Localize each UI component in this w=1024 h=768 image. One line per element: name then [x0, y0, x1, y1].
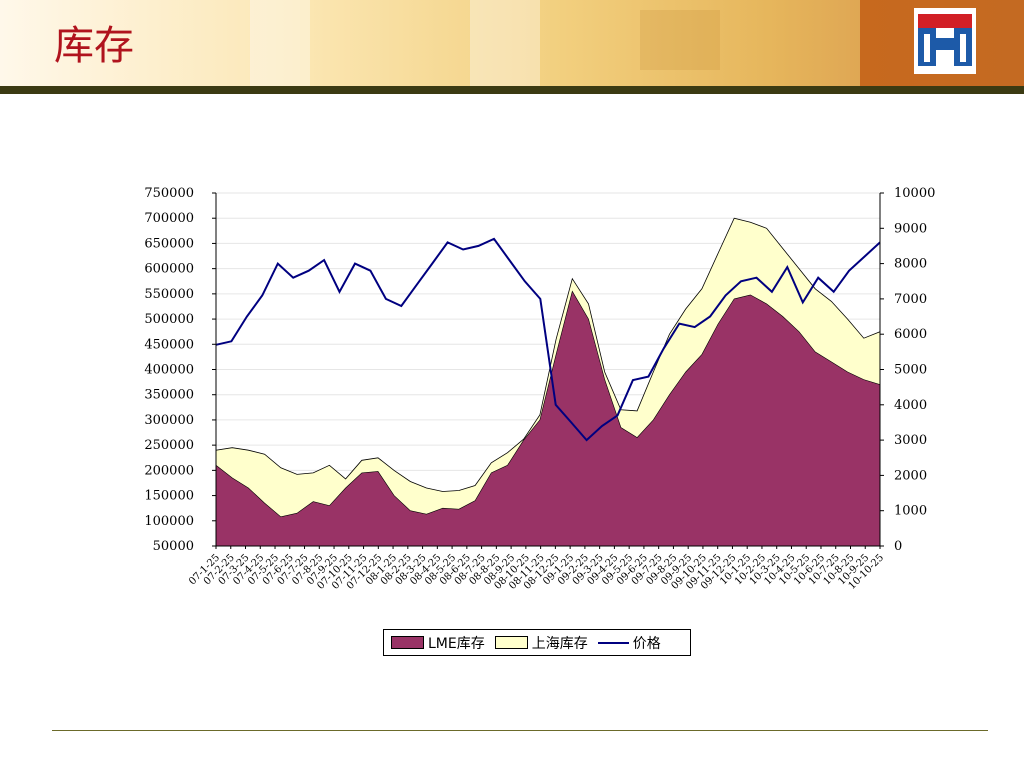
- header-divider: [0, 86, 1024, 94]
- legend-item-shanghai: 上海库存: [494, 633, 588, 653]
- left-tick-label: 150000: [144, 489, 194, 504]
- left-tick-label: 100000: [144, 514, 194, 529]
- left-tick-label: 750000: [144, 186, 194, 201]
- left-tick-label: 400000: [144, 363, 194, 378]
- legend-label-shanghai: 上海库存: [531, 635, 588, 652]
- legend-label-price: 价格: [632, 635, 661, 652]
- right-tick-label: 2000: [894, 468, 927, 483]
- series-lme-area: [215, 290, 881, 547]
- left-tick-label: 650000: [144, 236, 194, 251]
- slide-title: 库存: [54, 23, 134, 69]
- right-tick-label: 7000: [894, 292, 927, 307]
- company-logo: [914, 8, 976, 74]
- right-tick-label: 9000: [894, 221, 927, 236]
- slide-header: 库存: [0, 0, 1024, 88]
- left-tick-label: 300000: [144, 413, 194, 428]
- left-tick-label: 350000: [144, 388, 194, 403]
- left-tick-label: 200000: [144, 463, 194, 478]
- header-decoration: [640, 10, 720, 70]
- legend-item-price: 价格: [597, 633, 661, 653]
- left-tick-label: 600000: [144, 262, 194, 277]
- right-tick-label: 3000: [894, 433, 927, 448]
- series-price-line: [215, 237, 881, 442]
- header-decoration: [470, 0, 540, 88]
- legend-swatch-shanghai: [494, 636, 528, 649]
- legend-label-lme: LME库存: [428, 635, 485, 652]
- right-tick-label: 10000: [894, 186, 935, 201]
- right-tick-label: 0: [894, 539, 902, 554]
- legend-item-lme: LME库存: [391, 633, 485, 653]
- left-tick-label: 250000: [144, 438, 194, 453]
- right-tick-label: 1000: [894, 504, 927, 519]
- right-tick-label: 5000: [894, 363, 927, 378]
- logo-mark: [918, 14, 972, 66]
- inventory-chart: 7500007000006500006000005500005000004500…: [144, 186, 935, 592]
- left-tick-label: 500000: [144, 312, 194, 327]
- right-tick-label: 8000: [894, 257, 927, 272]
- left-tick-label: 450000: [144, 337, 194, 352]
- right-tick-label: 4000: [894, 398, 927, 413]
- left-tick-label: 700000: [144, 211, 194, 226]
- legend-swatch-lme: [391, 636, 424, 649]
- header-decoration: [250, 0, 310, 88]
- left-tick-label: 50000: [153, 539, 194, 554]
- left-tick-label: 550000: [144, 287, 194, 302]
- footer-divider: [52, 730, 988, 731]
- chart-legend: LME库存 上海库存 价格: [383, 629, 691, 656]
- right-tick-label: 6000: [894, 327, 927, 342]
- header-background: [0, 0, 1024, 88]
- legend-swatch-price: [597, 641, 629, 644]
